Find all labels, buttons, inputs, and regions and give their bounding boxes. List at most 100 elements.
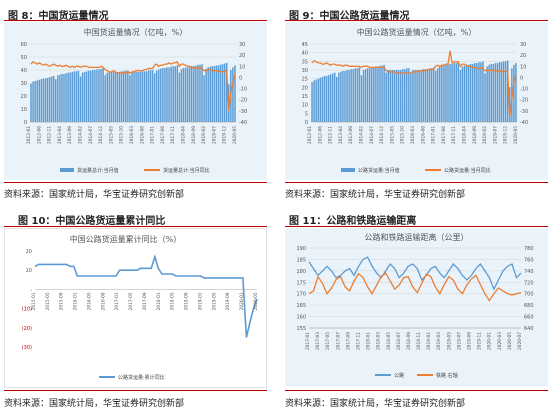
bar xyxy=(201,64,203,122)
bar xyxy=(42,78,45,122)
bar xyxy=(329,74,332,122)
x-tick-label: 2018-11 xyxy=(416,332,422,350)
bar xyxy=(366,68,369,122)
chart-title: 公路和铁路运输距离（公里） xyxy=(365,232,469,242)
bar xyxy=(397,70,400,122)
bar xyxy=(110,71,113,122)
x-tick-label: 2016-03 xyxy=(410,126,416,144)
x-tick-label: 2019-01 xyxy=(426,332,432,350)
y-tick-label: (30) xyxy=(22,345,32,351)
bar xyxy=(199,64,201,122)
bar xyxy=(30,83,32,122)
x-tick-label: 2020-07 xyxy=(517,332,523,350)
bar xyxy=(90,70,92,122)
bar xyxy=(147,70,150,122)
y-left-tick-label: 20 xyxy=(21,94,27,100)
series-line xyxy=(30,60,236,111)
bar xyxy=(215,65,218,122)
bar xyxy=(492,63,495,122)
y-tick-label: 20 xyxy=(26,249,32,255)
chart-svg: 中国货运量情况（亿吨，%） 0 10 20 30 40 50 60 -40 -30 -20 -10 0 1… xyxy=(21,27,248,174)
bar xyxy=(311,82,313,122)
series-line-highway xyxy=(308,256,522,291)
bar xyxy=(439,66,441,122)
bar xyxy=(79,76,82,122)
bar xyxy=(408,68,410,122)
chart-title: 中国货运量情况（亿吨，%） xyxy=(84,27,188,37)
chart-panel: 中国公路货运量情况（亿吨，%） 0 5 10 15 20 25 30 35 40 45 -40 -30 -… xyxy=(285,22,548,180)
y-left-tick-label: 30 xyxy=(21,81,27,87)
series-line xyxy=(311,50,517,117)
bar xyxy=(112,71,115,122)
x-tick-label: 2019-11 xyxy=(477,332,483,350)
bar xyxy=(98,69,100,122)
bar xyxy=(118,71,121,122)
bar xyxy=(184,67,187,122)
bar xyxy=(209,66,211,122)
bar xyxy=(331,73,334,122)
bar xyxy=(502,61,505,122)
x-tick-label: 2020-05 xyxy=(232,126,238,144)
bar xyxy=(32,81,34,122)
x-tick-label: 2015-10 xyxy=(119,126,125,144)
bar xyxy=(85,71,88,122)
bar xyxy=(195,65,197,122)
bar xyxy=(467,64,470,122)
figure-source: 资料来源：国家统计局，华宝证券研究创新部 xyxy=(285,399,466,409)
bar xyxy=(342,70,344,122)
bar xyxy=(36,80,38,122)
y-left-tick-label: 185 xyxy=(296,257,306,263)
y-right-tick-label: 680 xyxy=(524,303,534,309)
bar xyxy=(336,76,338,122)
figure-rule xyxy=(4,226,267,227)
bar xyxy=(139,71,141,122)
chart-title: 中国公路货运量累计同比（%） xyxy=(70,234,182,244)
x-tick-label: 2017-03 xyxy=(315,332,321,350)
legend-label: 公路货运量:当月同比 xyxy=(444,167,491,174)
bar xyxy=(344,70,346,122)
x-tick-label: 2012-06 xyxy=(36,126,42,144)
bar xyxy=(379,65,381,122)
y-right-tick-label: 30 xyxy=(520,42,526,48)
y-left-tick-label: 60 xyxy=(21,42,27,48)
bar xyxy=(383,64,385,122)
bar xyxy=(141,71,144,122)
bar xyxy=(490,63,492,122)
bar xyxy=(416,70,418,122)
y-tick-label: (20) xyxy=(22,326,32,332)
bar xyxy=(420,70,422,122)
bar xyxy=(393,70,396,122)
bar xyxy=(190,66,193,122)
figure-rule xyxy=(285,390,548,391)
bar xyxy=(122,71,125,122)
y-left-tick-label: 5 xyxy=(305,111,308,117)
bar xyxy=(513,64,515,122)
x-tick-label: 2020-03 xyxy=(497,332,503,350)
bar xyxy=(333,72,336,122)
bar xyxy=(81,72,84,122)
figure-10: 图 10：中国公路货运量累计同比 中国公路货运量累计同比（%） (30) (20) (… xyxy=(4,212,267,410)
y-left-tick-label: 175 xyxy=(296,280,306,286)
bar xyxy=(410,73,412,122)
y-left-tick-label: 40 xyxy=(21,68,27,74)
bar xyxy=(496,63,499,122)
bar xyxy=(108,71,111,122)
y-left-tick-label: 10 xyxy=(302,103,308,109)
x-tick-label: 2018-07 xyxy=(396,332,402,350)
y-left-tick-label: 15 xyxy=(302,94,308,100)
bar xyxy=(436,68,439,122)
y-left-tick-label: 0 xyxy=(24,120,27,126)
y-right-tick-label: 740 xyxy=(524,269,534,275)
x-tick-label: 2017-01 xyxy=(431,126,437,144)
bar xyxy=(515,63,517,122)
x-tick-label: 2013-09 xyxy=(67,126,73,144)
series-line-railway xyxy=(308,272,522,302)
bar xyxy=(381,65,383,122)
x-tick-label: 2012-01 xyxy=(307,126,313,144)
bar xyxy=(143,71,146,122)
bar xyxy=(434,70,437,122)
x-tick-label: 2017-11 xyxy=(170,126,176,144)
x-tick-label: 2014-12 xyxy=(98,126,104,144)
bar xyxy=(158,69,160,122)
bar xyxy=(498,62,501,122)
